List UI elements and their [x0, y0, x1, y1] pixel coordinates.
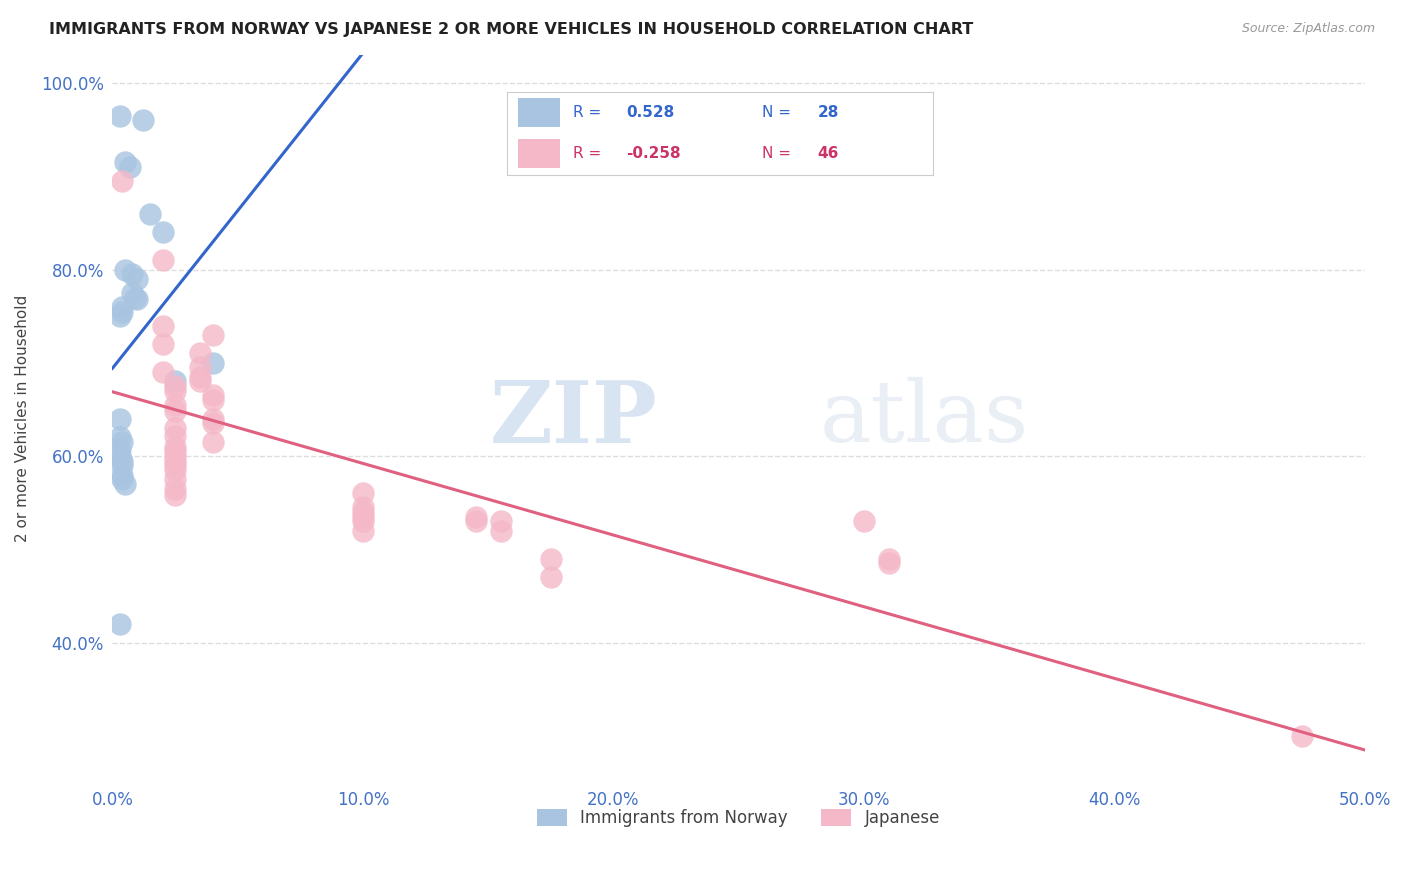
Point — [152, 225, 174, 239]
Point — [464, 514, 486, 528]
Point — [127, 293, 149, 307]
Point — [118, 160, 141, 174]
Point — [111, 300, 134, 314]
Point — [352, 486, 374, 500]
Point — [121, 267, 143, 281]
Point — [139, 207, 162, 221]
Point — [165, 440, 187, 454]
Point — [352, 500, 374, 515]
Point — [111, 453, 134, 467]
Point — [165, 384, 187, 398]
Point — [152, 365, 174, 379]
Text: atlas: atlas — [820, 377, 1029, 460]
Point — [108, 449, 131, 463]
Point — [540, 551, 562, 566]
Point — [108, 430, 131, 444]
Point — [201, 356, 224, 370]
Point — [852, 514, 875, 528]
Y-axis label: 2 or more Vehicles in Household: 2 or more Vehicles in Household — [15, 295, 30, 542]
Point — [201, 417, 224, 431]
Point — [352, 509, 374, 524]
Point — [352, 505, 374, 519]
Point — [114, 477, 136, 491]
Point — [201, 388, 224, 402]
Point — [108, 411, 131, 425]
Point — [124, 291, 146, 305]
Point — [108, 442, 131, 456]
Point — [201, 435, 224, 450]
Point — [152, 337, 174, 351]
Point — [188, 346, 211, 360]
Point — [165, 444, 187, 458]
Point — [111, 467, 134, 482]
Point — [201, 411, 224, 425]
Point — [111, 174, 134, 188]
Point — [111, 458, 134, 473]
Text: Source: ZipAtlas.com: Source: ZipAtlas.com — [1241, 22, 1375, 36]
Point — [131, 113, 153, 128]
Point — [201, 393, 224, 408]
Point — [152, 318, 174, 333]
Point — [108, 616, 131, 631]
Point — [108, 109, 131, 123]
Point — [165, 449, 187, 463]
Point — [111, 304, 134, 318]
Point — [877, 556, 900, 570]
Point — [165, 375, 187, 389]
Point — [152, 253, 174, 268]
Point — [165, 428, 187, 442]
Point — [165, 488, 187, 502]
Legend: Immigrants from Norway, Japanese: Immigrants from Norway, Japanese — [529, 801, 949, 836]
Point — [165, 398, 187, 412]
Point — [1291, 729, 1313, 743]
Point — [111, 435, 134, 450]
Point — [188, 369, 211, 384]
Point — [877, 551, 900, 566]
Point — [165, 404, 187, 418]
Text: IMMIGRANTS FROM NORWAY VS JAPANESE 2 OR MORE VEHICLES IN HOUSEHOLD CORRELATION C: IMMIGRANTS FROM NORWAY VS JAPANESE 2 OR … — [49, 22, 973, 37]
Point — [165, 482, 187, 496]
Point — [165, 463, 187, 477]
Point — [114, 262, 136, 277]
Point — [114, 155, 136, 169]
Point — [489, 524, 512, 538]
Point — [540, 570, 562, 584]
Point — [188, 360, 211, 375]
Point — [464, 509, 486, 524]
Point — [201, 327, 224, 342]
Point — [127, 272, 149, 286]
Point — [165, 472, 187, 486]
Point — [489, 514, 512, 528]
Point — [165, 379, 187, 393]
Point — [165, 458, 187, 473]
Text: ZIP: ZIP — [489, 376, 657, 461]
Point — [108, 309, 131, 323]
Point — [188, 375, 211, 389]
Point — [165, 421, 187, 435]
Point — [352, 524, 374, 538]
Point — [111, 472, 134, 486]
Point — [352, 514, 374, 528]
Point — [165, 453, 187, 467]
Point — [121, 285, 143, 300]
